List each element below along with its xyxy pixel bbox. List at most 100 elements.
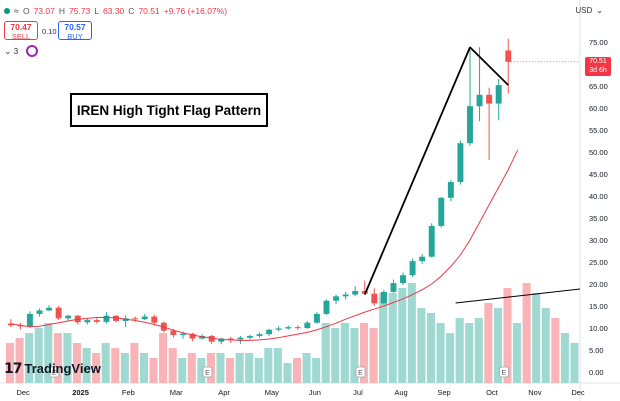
volume-bar [426, 313, 435, 383]
candle-body [180, 333, 186, 336]
x-tick-label: Jun [309, 388, 321, 397]
volume-bar [187, 353, 196, 383]
volume-bar [149, 358, 158, 383]
spread-value: 0.10 [42, 27, 57, 36]
candle-body [333, 296, 340, 301]
tradingview-logo[interactable]: 𝟭𝟳 TradingView [4, 360, 101, 377]
countdown: 3d 6h [589, 67, 607, 74]
y-tick-label: 10.00 [589, 324, 608, 333]
volume-bar [369, 328, 378, 383]
volume-bar [359, 323, 369, 383]
volume-bar [513, 323, 522, 383]
volume-bar [522, 283, 531, 383]
candle-body [505, 50, 512, 62]
x-tick-label: Dec [16, 388, 30, 397]
volume-bar [293, 358, 302, 383]
candle-body [419, 256, 426, 262]
volume-bar [6, 343, 15, 383]
chevron-down-icon: ⌄ [596, 6, 603, 15]
candle-body [486, 94, 493, 104]
candle-body [323, 300, 330, 314]
y-tick-label: 75.00 [589, 38, 608, 47]
y-tick-label: 20.00 [589, 280, 608, 289]
volume-bar [44, 323, 53, 383]
candle-body [189, 333, 196, 339]
candle-body [428, 225, 435, 257]
candle-body [313, 313, 320, 323]
volume-bar [216, 353, 225, 383]
volume-bar [474, 318, 483, 383]
candle-body [237, 337, 244, 340]
volume-bar [283, 363, 292, 383]
volume-bar [15, 338, 24, 383]
candle-body [275, 328, 282, 330]
flag-trendline [469, 46, 509, 86]
high-label: H [58, 6, 65, 16]
earnings-marker-label: E [502, 370, 507, 377]
volume-bar [130, 343, 139, 383]
earnings-marker-label: E [358, 370, 363, 377]
candle-body [256, 334, 263, 336]
currency-selector[interactable]: USD ⌄ [575, 6, 603, 15]
collapse-toggle[interactable]: ⌄ 3 [4, 46, 18, 57]
candle-body [457, 143, 464, 182]
moving-average-line [10, 149, 519, 341]
volume-bar [264, 348, 273, 383]
volume-bar [321, 323, 330, 383]
volume-bar [388, 293, 397, 383]
x-tick-label: Dec [571, 388, 585, 397]
volume-bar [245, 353, 254, 383]
volume-bar [111, 348, 120, 383]
tradingview-mark-icon: 𝟭𝟳 [4, 360, 23, 376]
earnings-marker-box [355, 366, 366, 378]
volume-bar [168, 348, 177, 383]
volume-bar [455, 318, 464, 383]
earnings-marker-box [202, 366, 213, 378]
sell-price: 70.47 [10, 22, 32, 32]
candle-body [208, 335, 215, 342]
buy-button[interactable]: 70.57 BUY [58, 21, 92, 41]
volume-bar [63, 333, 72, 383]
volume-bar [159, 333, 168, 383]
candle-body [438, 197, 445, 226]
volume-bar [560, 333, 569, 383]
x-tick-label: Jul [353, 388, 363, 397]
volume-bar [302, 353, 311, 383]
y-tick-label: 30.00 [589, 236, 608, 245]
trendline-layer [363, 46, 581, 304]
buy-price: 70.57 [64, 22, 86, 32]
volume-bar [541, 308, 550, 383]
earnings-marker: E [499, 366, 509, 378]
volume-bar [465, 323, 474, 383]
y-tick-label: 60.00 [589, 104, 608, 113]
replay-icon[interactable] [26, 45, 39, 57]
close-label: C [128, 6, 135, 16]
y-tick-label: 50.00 [589, 148, 608, 157]
candle-body [352, 291, 359, 295]
candle-layer [7, 38, 512, 345]
volume-bar [532, 293, 541, 383]
volume-bar [254, 358, 263, 383]
open-label: O [22, 6, 30, 16]
x-tick-label: Mar [170, 388, 183, 397]
buy-label: BUY [67, 32, 83, 41]
volume-bar [235, 353, 244, 383]
candle-body [218, 338, 225, 342]
flagpole-trendline [363, 46, 471, 295]
candle-body [84, 320, 91, 323]
last-price-tag: 70.51 3d 6h [585, 57, 611, 76]
y-tick-label: 0.00 [589, 368, 604, 377]
volume-bar [331, 328, 340, 383]
volume-average-trendline [455, 288, 581, 304]
volume-layer [6, 283, 579, 383]
earnings-marker-label: E [205, 370, 210, 377]
candle-body [103, 315, 110, 322]
candle-body [55, 307, 62, 319]
candle-body [380, 291, 387, 304]
candle-body [294, 327, 301, 329]
sell-button[interactable]: 70.47 SELL [4, 21, 38, 41]
low-value: 63.30 [103, 6, 125, 16]
moving-average-layer [10, 61, 580, 341]
volume-bar [484, 303, 493, 383]
